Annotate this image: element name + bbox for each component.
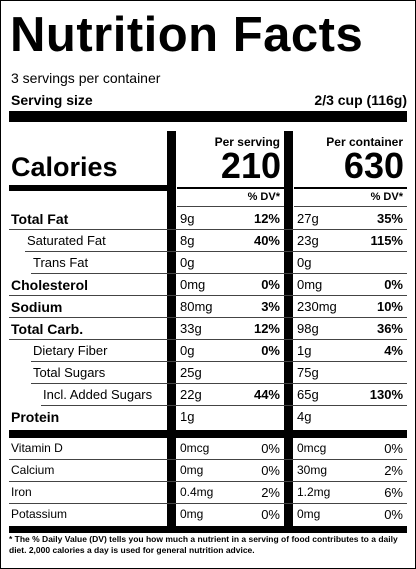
row-rule [31,383,407,384]
nutrient-name: Cholesterol [11,277,89,293]
daily-value: 2% [261,485,280,500]
amount: 1.2mg [297,485,331,499]
dv-header: % DV* [370,191,403,203]
amount: 25g [180,365,202,380]
row-rule [177,206,284,207]
amount: 0mg [297,277,323,292]
column-header: Per container [326,135,403,149]
daily-value: 0% [261,463,280,478]
amount: 65g [297,387,319,402]
serving-size-value: 2/3 cup (116g) [314,92,407,108]
nutrient-name: Total Sugars [33,365,106,380]
row-rule [41,405,407,406]
row-rule [9,229,407,230]
column-rule [294,187,407,189]
daily-value: 36% [376,321,403,336]
nutrient-name: Trans Fat [33,255,89,270]
serving-size-label: Serving size [11,92,93,108]
amount: 98g [297,321,319,336]
thick-rule [9,526,407,533]
calories-label: Calories [11,152,118,182]
row-rule [9,339,407,340]
title: Nutrition Facts [10,8,364,62]
daily-value: 0% [261,441,280,456]
amount: 0g [180,343,195,358]
row-rule [9,317,407,318]
nutrient-name: Dietary Fiber [33,343,108,358]
footnote: * The % Daily Value (DV) tells you how m… [9,534,398,555]
amount: 33g [180,321,202,336]
amount: 30mg [297,463,328,477]
amount: 0mcg [180,441,210,455]
nutrient-name: Calcium [11,463,55,477]
nutrient-name: Protein [11,409,60,425]
daily-value: 10% [376,299,403,314]
column-divider [284,131,293,526]
amount: 0g [180,255,195,270]
servings: 3 servings per container [11,70,161,86]
amount: 80mg [180,299,213,314]
daily-value: 3% [261,299,280,314]
daily-value: 0% [261,507,280,522]
nutrient-name: Saturated Fat [27,233,106,248]
amount: 0mg [180,507,204,521]
daily-value: 2% [384,463,403,478]
daily-value: 6% [384,485,403,500]
daily-value: 35% [376,211,403,226]
row-rule [294,206,407,207]
amount: 0mcg [297,441,327,455]
amount: 1g [297,343,312,358]
nutrient-name: Total Fat [11,211,69,227]
daily-value: 115% [370,233,403,248]
nutrient-name: Iron [11,485,32,499]
calories-rule [9,185,167,191]
daily-value: 0% [384,277,403,292]
daily-value: 0% [384,441,403,456]
daily-value: 0% [384,507,403,522]
row-rule [9,481,407,482]
nutrient-name: Sodium [11,299,63,315]
amount: 75g [297,365,319,380]
thick-rule [9,111,407,122]
column-rule [177,187,284,189]
nutrient-name: Incl. Added Sugars [43,387,153,402]
amount: 0mg [180,463,204,477]
daily-value: 0% [261,277,280,292]
daily-value: 130% [369,387,403,402]
thick-rule [9,430,407,438]
amount: 27g [297,211,319,226]
amount: 23g [297,233,319,248]
amount: 22g [180,387,202,402]
daily-value: 12% [253,321,280,336]
daily-value: 40% [253,233,280,248]
amount: 230mg [297,299,337,314]
column-divider [167,131,176,526]
daily-value: 4% [384,343,403,358]
row-rule [25,251,407,252]
amount: 0mg [297,507,321,521]
amount: 0g [297,255,312,270]
amount: 0.4mg [180,485,214,499]
amount: 4g [297,409,312,424]
calories-value: 210 [220,145,281,186]
row-rule [31,361,407,362]
nutrient-name: Potassium [11,507,68,521]
nutrient-name: Total Carb. [11,321,84,337]
amount: 9g [180,211,195,226]
row-rule [9,295,407,296]
amount: 0mg [180,277,206,292]
amount: 1g [180,409,195,424]
row-rule [9,459,407,460]
amount: 8g [180,233,195,248]
daily-value: 44% [253,387,280,402]
row-rule [9,503,407,504]
row-rule [31,273,407,274]
daily-value: 12% [253,211,280,226]
dv-header: % DV* [247,191,280,203]
daily-value: 0% [261,343,280,358]
column-header: Per serving [214,135,280,149]
nutrient-name: Vitamin D [11,441,63,455]
calories-value: 630 [343,145,404,186]
